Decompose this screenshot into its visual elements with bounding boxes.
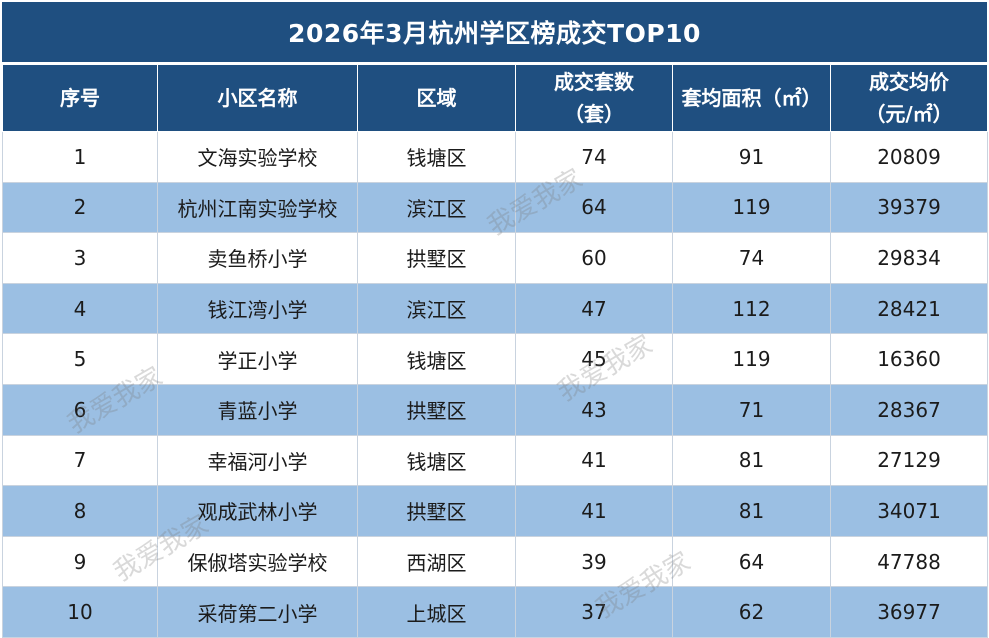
- cell-community-name: 采荷第二小学: [157, 586, 358, 638]
- table-row: 9 保俶塔实验学校 西湖区 39 64 47788: [2, 535, 988, 588]
- cell-avg-price: 27129: [830, 434, 988, 487]
- cell-community-name: 青蓝小学: [157, 383, 358, 436]
- cell-community-name: 文海实验学校: [157, 131, 358, 183]
- header-deal-count: 成交套数 （套）: [515, 64, 673, 132]
- cell-index: 4: [2, 282, 158, 335]
- cell-deal-count: 43: [515, 383, 673, 436]
- cell-avg-price: 29834: [830, 232, 988, 284]
- cell-avg-area: 119: [672, 181, 831, 234]
- table-row: 10 采荷第二小学 上城区 37 62 36977: [2, 586, 988, 638]
- cell-index: 2: [2, 181, 158, 234]
- cell-index: 3: [2, 232, 158, 284]
- table-row: 1 文海实验学校 钱塘区 74 91 20809: [2, 131, 988, 183]
- cell-avg-price: 36977: [830, 586, 988, 638]
- cell-deal-count: 45: [515, 333, 673, 385]
- cell-district: 滨江区: [357, 181, 516, 234]
- table-title: 2026年3月杭州学区榜成交TOP10: [2, 2, 987, 62]
- header-row: 序号 小区名称 区域 成交套数 （套） 套均面积（㎡） 成交均价 （元/㎡）: [2, 64, 988, 132]
- cell-avg-area: 112: [672, 282, 831, 335]
- cell-community-name: 杭州江南实验学校: [157, 181, 358, 234]
- cell-index: 7: [2, 434, 158, 487]
- cell-district: 拱墅区: [357, 485, 516, 537]
- cell-index: 8: [2, 485, 158, 537]
- cell-avg-area: 62: [672, 586, 831, 638]
- cell-index: 9: [2, 535, 158, 588]
- table-row: 4 钱江湾小学 滨江区 47 112 28421: [2, 282, 988, 335]
- cell-district: 西湖区: [357, 535, 516, 588]
- cell-avg-area: 91: [672, 131, 831, 183]
- table-row: 6 青蓝小学 拱墅区 43 71 28367: [2, 383, 988, 436]
- cell-district: 滨江区: [357, 282, 516, 335]
- cell-district: 钱塘区: [357, 333, 516, 385]
- cell-community-name: 钱江湾小学: [157, 282, 358, 335]
- cell-district: 钱塘区: [357, 434, 516, 487]
- header-index: 序号: [2, 64, 158, 132]
- cell-deal-count: 41: [515, 434, 673, 487]
- cell-avg-price: 28367: [830, 383, 988, 436]
- table-row: 5 学正小学 钱塘区 45 119 16360: [2, 333, 988, 385]
- header-district: 区域: [357, 64, 516, 132]
- cell-avg-area: 119: [672, 333, 831, 385]
- cell-community-name: 观成武林小学: [157, 485, 358, 537]
- cell-avg-price: 47788: [830, 535, 988, 588]
- cell-district: 拱墅区: [357, 383, 516, 436]
- cell-community-name: 卖鱼桥小学: [157, 232, 358, 284]
- cell-district: 上城区: [357, 586, 516, 638]
- cell-deal-count: 74: [515, 131, 673, 183]
- cell-deal-count: 47: [515, 282, 673, 335]
- table-row: 3 卖鱼桥小学 拱墅区 60 74 29834: [2, 232, 988, 284]
- cell-deal-count: 64: [515, 181, 673, 234]
- cell-avg-price: 20809: [830, 131, 988, 183]
- cell-avg-area: 81: [672, 434, 831, 487]
- cell-deal-count: 39: [515, 535, 673, 588]
- cell-community-name: 学正小学: [157, 333, 358, 385]
- header-avg-price: 成交均价 （元/㎡）: [830, 64, 988, 132]
- cell-deal-count: 41: [515, 485, 673, 537]
- cell-index: 10: [2, 586, 158, 638]
- cell-avg-price: 28421: [830, 282, 988, 335]
- header-community-name: 小区名称: [157, 64, 358, 132]
- cell-avg-area: 64: [672, 535, 831, 588]
- table-row: 8 观成武林小学 拱墅区 41 81 34071: [2, 485, 988, 537]
- cell-avg-area: 74: [672, 232, 831, 284]
- cell-index: 1: [2, 131, 158, 183]
- cell-avg-price: 34071: [830, 485, 988, 537]
- cell-avg-price: 39379: [830, 181, 988, 234]
- cell-avg-area: 71: [672, 383, 831, 436]
- cell-index: 6: [2, 383, 158, 436]
- cell-deal-count: 37: [515, 586, 673, 638]
- cell-community-name: 保俶塔实验学校: [157, 535, 358, 588]
- ranking-table: 序号 小区名称 区域 成交套数 （套） 套均面积（㎡） 成交均价 （元/㎡） 1 文海…: [2, 64, 988, 638]
- table-row: 2 杭州江南实验学校 滨江区 64 119 39379: [2, 181, 988, 234]
- header-avg-area: 套均面积（㎡）: [672, 64, 831, 132]
- cell-avg-area: 81: [672, 485, 831, 537]
- cell-district: 钱塘区: [357, 131, 516, 183]
- cell-community-name: 幸福河小学: [157, 434, 358, 487]
- cell-avg-price: 16360: [830, 333, 988, 385]
- cell-index: 5: [2, 333, 158, 385]
- cell-deal-count: 60: [515, 232, 673, 284]
- cell-district: 拱墅区: [357, 232, 516, 284]
- table-row: 7 幸福河小学 钱塘区 41 81 27129: [2, 434, 988, 487]
- table-body: 1 文海实验学校 钱塘区 74 91 20809 2 杭州江南实验学校 滨江区 64 119 3937…: [2, 131, 988, 638]
